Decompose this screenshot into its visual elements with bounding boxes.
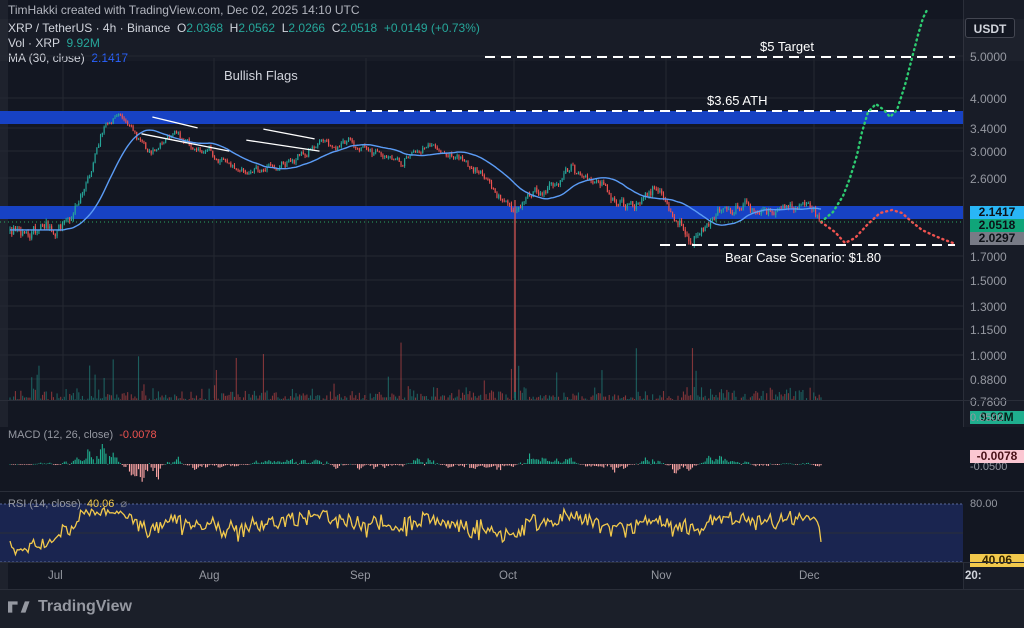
svg-text:Bullish Flags: Bullish Flags bbox=[224, 68, 298, 83]
svg-text:$5 Target: $5 Target bbox=[760, 39, 814, 54]
svg-text:$3.65 ATH: $3.65 ATH bbox=[707, 93, 767, 108]
svg-text:Bear Case Scenario: $1.80: Bear Case Scenario: $1.80 bbox=[725, 250, 881, 265]
